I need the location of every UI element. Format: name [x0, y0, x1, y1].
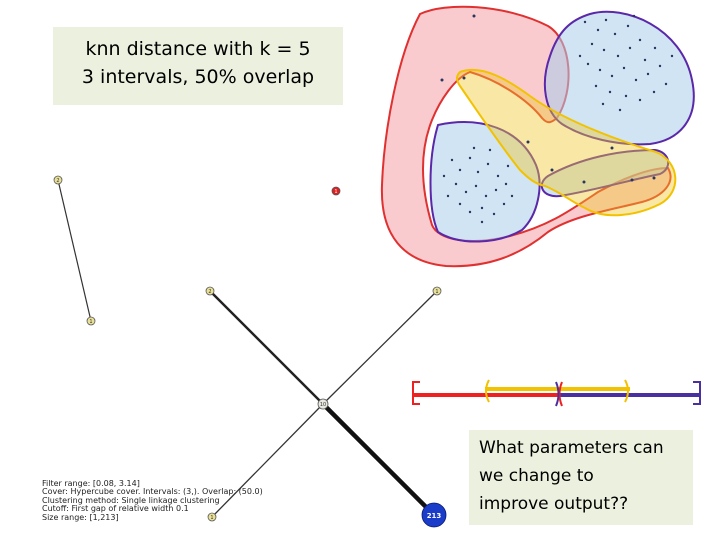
graph-node-c — [86, 316, 96, 326]
clustering-text: Clustering method: Single linkage cluste… — [42, 495, 220, 505]
graph-node-g-label: 1 — [210, 515, 213, 521]
graph-node-f — [317, 398, 329, 410]
question-line-2: we change to — [479, 466, 594, 486]
bracket-yellow-right — [624, 379, 629, 403]
mapper-graph: 2 1 1 2 1 10 1 213 — [53, 175, 447, 528]
title-line-2: 3 intervals, 50% overlap — [81, 66, 315, 88]
graph-node-e-label: 1 — [435, 289, 438, 295]
blue-cover-bottom — [429, 121, 541, 243]
size-range-text: Size range: [1,213] — [42, 512, 119, 522]
graph-info: Filter range: [0.08, 3.14] Cover: Hyperc… — [42, 479, 263, 522]
graph-node-b-label: 1 — [334, 189, 337, 195]
filter-range-text: Filter range: [0.08, 3.14] — [42, 479, 140, 488]
title-box: knn distance with k = 5 3 intervals, 50%… — [53, 27, 343, 105]
graph-node-g — [207, 512, 217, 522]
graph-node-d — [205, 286, 215, 296]
interval-bar — [412, 379, 701, 407]
data-points — [440, 14, 674, 224]
bracket-blue-right — [693, 381, 701, 405]
graph-node-e — [432, 286, 442, 296]
graph-node-b — [331, 186, 341, 196]
graph-node-c-label: 1 — [89, 319, 92, 325]
bracket-yellow-left — [485, 379, 490, 403]
cover-text: Cover: Hypercube cover. Intervals: (3,).… — [42, 487, 263, 497]
yellow-cover-region — [456, 68, 677, 217]
question-box: What parameters can we change to improve… — [469, 430, 693, 525]
question-line-1: What parameters can — [479, 438, 664, 458]
graph-node-h-label: 213 — [427, 512, 442, 520]
blue-cover-lower-band — [540, 148, 670, 198]
cutoff-text: Cutoff: First gap of relative width 0.1 — [42, 504, 189, 514]
graph-node-f-label: 10 — [320, 402, 326, 408]
graph-node-a — [53, 175, 63, 185]
graph-node-h — [421, 502, 447, 528]
question-line-3: improve output?? — [479, 494, 629, 514]
graph-node-d-label: 2 — [208, 289, 211, 295]
graph-node-a-label: 2 — [56, 178, 59, 184]
title-line-1: knn distance with k = 5 — [85, 38, 311, 60]
bracket-red-left — [412, 381, 420, 405]
red-cover-region — [380, 5, 672, 268]
bracket-blue-left — [555, 381, 560, 407]
